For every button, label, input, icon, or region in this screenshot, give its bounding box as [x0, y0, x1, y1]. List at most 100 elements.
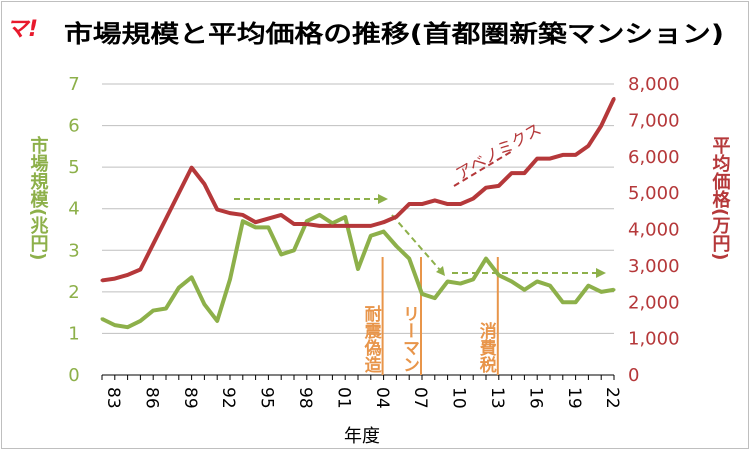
- x-tick-label: 95: [257, 387, 277, 409]
- market-size-point: [330, 221, 334, 225]
- x-tick-label: 07: [410, 387, 430, 409]
- left-tick-label: 1: [68, 323, 79, 344]
- market-size-point: [292, 248, 296, 252]
- x-tick-label: 86: [141, 387, 161, 409]
- average-price-point: [586, 144, 590, 148]
- market-size-point: [202, 302, 206, 306]
- market-size-point: [369, 234, 373, 238]
- average-price-point: [330, 224, 334, 228]
- market-size-point: [471, 277, 475, 281]
- average-price-point: [612, 97, 616, 101]
- logo: マ!: [6, 17, 38, 42]
- average-price-point: [100, 278, 104, 282]
- average-price-point: [535, 157, 539, 161]
- average-price-point: [522, 171, 526, 175]
- average-price-point: [407, 202, 411, 206]
- abenomics-arrow-line: [453, 149, 515, 187]
- series-points-market-size: [100, 213, 616, 329]
- market-size-point: [535, 279, 539, 283]
- average-price-point: [241, 213, 245, 217]
- average-price-point: [510, 171, 514, 175]
- market-size-point: [343, 215, 347, 219]
- average-price-point: [471, 197, 475, 201]
- average-price-point: [138, 268, 142, 272]
- right-tick-label: 1,000: [628, 329, 680, 350]
- market-size-point: [254, 225, 258, 229]
- x-tick-label: 89: [180, 387, 200, 409]
- x-tick-label: 13: [487, 387, 507, 409]
- average-price-point: [369, 224, 373, 228]
- trend-arrow-down: [391, 214, 441, 271]
- x-tick-label: 01: [333, 387, 353, 409]
- market-size-point: [266, 225, 270, 229]
- average-price-point: [420, 202, 424, 206]
- market-size-point: [177, 286, 181, 290]
- average-price-point: [343, 224, 347, 228]
- right-tick-label: 3,000: [628, 256, 680, 277]
- average-price-point: [113, 277, 117, 281]
- series-line-market-size: [101, 212, 615, 330]
- market-size-point: [138, 319, 142, 323]
- average-price-point: [382, 220, 386, 224]
- average-price-point: [305, 222, 309, 226]
- market-size-point: [420, 292, 424, 296]
- market-size-point: [433, 296, 437, 300]
- average-price-point: [279, 213, 283, 217]
- average-price-point: [190, 166, 194, 170]
- average-price-point: [484, 186, 488, 190]
- market-size-point: [215, 319, 219, 323]
- average-price-point: [574, 153, 578, 157]
- average-price-point: [266, 217, 270, 221]
- average-price-point: [292, 222, 296, 226]
- market-size-point: [407, 257, 411, 261]
- average-price-point: [433, 198, 437, 202]
- market-size-point: [394, 244, 398, 248]
- market-size-point: [522, 288, 526, 292]
- average-price-point: [497, 184, 501, 188]
- average-price-point: [446, 202, 450, 206]
- market-size-point: [164, 306, 168, 310]
- right-tick-label: 0: [628, 365, 639, 386]
- left-axis-label: 市場規模(兆円): [28, 135, 49, 261]
- left-axis-ticks: 0 1 2 3 4 5 6 7: [68, 74, 79, 386]
- market-size-point: [241, 219, 245, 223]
- left-tick-label: 0: [68, 365, 79, 386]
- market-size-point: [356, 267, 360, 271]
- market-size-point: [458, 282, 462, 286]
- average-price-point: [394, 215, 398, 219]
- market-size-point: [548, 284, 552, 288]
- market-size-point: [126, 325, 130, 329]
- market-size-point: [561, 300, 565, 304]
- right-axis-label: 平均価格(万円): [710, 136, 732, 260]
- event-label-lehman: リーマン: [399, 305, 419, 373]
- abenomics-arrow: アベノミクス: [453, 119, 545, 187]
- gridlines: [102, 83, 614, 376]
- right-tick-label: 7,000: [628, 110, 680, 131]
- x-tick-label: 19: [564, 387, 584, 409]
- trend-arrow-head-1: [378, 194, 388, 204]
- right-tick-label: 8,000: [628, 74, 680, 95]
- event-label-tax: 消費税: [476, 321, 497, 374]
- average-price-point: [318, 224, 322, 228]
- x-tick-label: 04: [372, 387, 392, 409]
- market-size-point: [151, 309, 155, 313]
- average-price-point: [561, 153, 565, 157]
- market-size-point: [190, 275, 194, 279]
- market-size-point: [586, 284, 590, 288]
- average-price-point: [164, 217, 168, 221]
- abenomics-label: アベノミクス: [453, 119, 545, 183]
- series-points-average-price: [100, 97, 616, 282]
- x-tick-label: 22: [602, 387, 622, 409]
- market-size-point: [446, 279, 450, 283]
- market-size-point: [100, 317, 104, 321]
- average-price-point: [356, 224, 360, 228]
- average-price-point: [254, 220, 258, 224]
- right-tick-label: 5,000: [628, 183, 680, 204]
- trend-arrow-head-2: [436, 266, 445, 276]
- trend-arrow-heads: [378, 194, 606, 278]
- average-price-point: [458, 202, 462, 206]
- x-axis-ticks: 83 86 89 92 95 98 01 04 07 10 13 16 19 22: [101, 375, 622, 409]
- average-price-point: [599, 124, 603, 128]
